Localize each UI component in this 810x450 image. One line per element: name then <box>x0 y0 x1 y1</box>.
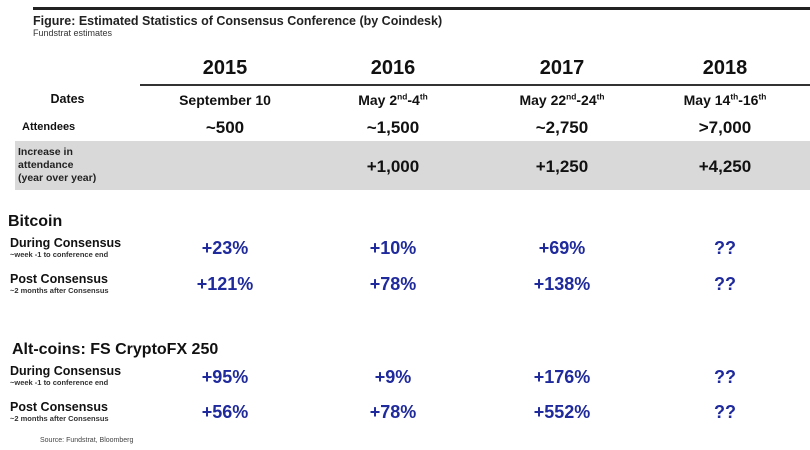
altcoins-post-2017: +552% <box>533 402 591 422</box>
altcoins-during-label: During Consensus ~week -1 to conference … <box>10 364 122 387</box>
year-2016: 2016 <box>370 57 416 79</box>
year-2017: 2017 <box>539 57 585 79</box>
year-2015: 2015 <box>202 57 248 79</box>
figure-title: Figure: Estimated Statistics of Consensu… <box>33 14 443 28</box>
date-2017: May 22nd-24th <box>519 91 605 108</box>
date-2018: May 14th-16th <box>683 91 767 108</box>
attendees-label: Attendees <box>22 121 76 133</box>
altcoins-during-2018: ?? <box>714 367 736 387</box>
altcoins-during-2016: +9% <box>374 367 412 387</box>
header-rule <box>140 84 810 86</box>
attendees-2018: >7,000 <box>698 118 752 137</box>
altcoins-title: Alt-coins: FS CryptoFX 250 <box>12 341 219 358</box>
bitcoin-during-2018: ?? <box>714 238 736 258</box>
dates-label: Dates <box>50 92 85 106</box>
attendees-2016: ~1,500 <box>366 118 420 137</box>
altcoins-during-2015: +95% <box>201 367 249 387</box>
source-note: Source: Fundstrat, Bloomberg <box>40 437 134 444</box>
bitcoin-post-label: Post Consensus ~2 months after Consensus <box>10 272 109 295</box>
altcoins-post-2015: +56% <box>201 402 249 422</box>
bitcoin-title: Bitcoin <box>8 213 63 230</box>
figure-subtitle: Fundstrat estimates <box>33 28 113 38</box>
bitcoin-during-2015: +23% <box>201 238 249 258</box>
attendees-2017: ~2,750 <box>535 118 589 137</box>
bitcoin-during-2016: +10% <box>369 238 417 258</box>
increase-band <box>15 141 810 190</box>
altcoins-post-2016: +78% <box>369 402 417 422</box>
altcoins-during-2017: +176% <box>533 367 591 387</box>
top-rule <box>33 7 810 10</box>
bitcoin-post-2017: +138% <box>533 274 591 294</box>
altcoins-post-2018: ?? <box>714 402 736 422</box>
increase-2017: +1,250 <box>535 157 589 176</box>
bitcoin-during-2017: +69% <box>538 238 586 258</box>
altcoins-post-label: Post Consensus ~2 months after Consensus <box>10 400 109 423</box>
bitcoin-during-label: During Consensus ~week -1 to conference … <box>10 236 122 259</box>
increase-2018: +4,250 <box>698 157 752 176</box>
attendees-2015: ~500 <box>205 118 245 137</box>
increase-2016: +1,000 <box>366 157 420 176</box>
date-2016: May 2nd-4th <box>358 91 428 108</box>
increase-label: Increase in attendance (year over year) <box>18 146 97 184</box>
bitcoin-post-2018: ?? <box>714 274 736 294</box>
bitcoin-post-2016: +78% <box>369 274 417 294</box>
year-2018: 2018 <box>702 57 748 79</box>
date-2015: September 10 <box>179 92 271 108</box>
bitcoin-post-2015: +121% <box>196 274 254 294</box>
